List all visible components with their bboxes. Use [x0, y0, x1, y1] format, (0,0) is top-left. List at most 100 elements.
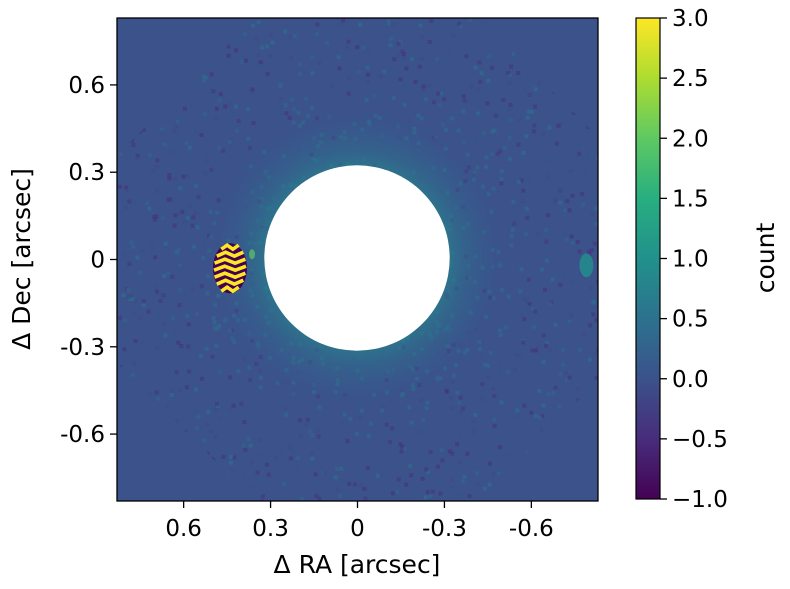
noise-pixel	[135, 255, 140, 260]
noise-pixel	[508, 389, 513, 394]
noise-pixel	[586, 249, 591, 254]
noise-pixel	[569, 313, 574, 318]
colorbar	[635, 17, 661, 500]
noise-pixel	[558, 371, 563, 376]
noise-pixel	[246, 437, 251, 441]
noise-pixel	[587, 357, 592, 362]
noise-pixel	[471, 419, 476, 424]
noise-pixel	[149, 239, 154, 244]
noise-pixel	[367, 48, 372, 53]
noise-pixel	[265, 462, 269, 467]
noise-pixel	[457, 22, 462, 26]
noise-pixel	[420, 476, 425, 481]
noise-pixel	[199, 427, 203, 432]
noise-pixel	[456, 491, 461, 496]
noise-pixel	[515, 408, 520, 413]
noise-pixel	[401, 52, 406, 57]
noise-pixel	[117, 315, 122, 320]
noise-pixel	[299, 496, 304, 501]
noise-pixel	[595, 222, 598, 227]
noise-pixel	[148, 392, 153, 397]
noise-pixel	[163, 333, 168, 338]
noise-pixel	[508, 103, 513, 107]
noise-pixel	[395, 489, 400, 494]
noise-pixel	[323, 470, 328, 475]
noise-pixel	[309, 55, 314, 60]
noise-pixel	[131, 200, 136, 205]
noise-pixel	[489, 65, 494, 70]
noise-pixel	[544, 159, 549, 164]
noise-pixel	[357, 22, 362, 27]
noise-pixel	[517, 118, 522, 123]
noise-pixel	[386, 19, 391, 23]
noise-pixel	[468, 18, 473, 22]
noise-pixel	[408, 463, 413, 468]
noise-pixel	[141, 302, 146, 307]
noise-pixel	[341, 18, 346, 23]
noise-pixel	[594, 318, 598, 323]
noise-pixel	[557, 404, 562, 409]
noise-pixel	[208, 429, 213, 434]
noise-pixel	[231, 467, 236, 472]
noise-pixel	[440, 458, 445, 463]
noise-pixel	[418, 23, 423, 28]
noise-pixel	[545, 341, 549, 346]
noise-pixel	[450, 70, 454, 75]
noise-pixel	[525, 115, 530, 120]
noise-pixel	[447, 50, 452, 55]
noise-pixel	[194, 387, 199, 392]
noise-pixel	[265, 44, 270, 49]
noise-pixel	[135, 156, 140, 161]
noise-pixel	[592, 241, 597, 246]
noise-pixel	[153, 255, 157, 260]
noise-pixel	[424, 467, 429, 472]
noise-pixel	[315, 22, 320, 27]
noise-pixel	[533, 413, 538, 418]
noise-pixel	[581, 202, 586, 207]
noise-pixel	[567, 375, 572, 380]
noise-pixel	[184, 385, 189, 390]
noise-pixel	[471, 433, 476, 438]
noise-pixel	[531, 129, 536, 134]
noise-pixel	[576, 142, 581, 147]
noise-pixel	[582, 170, 587, 175]
y-tick-label: -0.6	[60, 422, 105, 448]
companion-stripe	[216, 250, 245, 259]
noise-pixel	[428, 450, 433, 454]
noise-pixel	[202, 112, 207, 117]
noise-pixel	[575, 239, 580, 244]
noise-pixel	[218, 91, 223, 96]
noise-pixel	[138, 316, 143, 321]
noise-pixel	[582, 332, 587, 337]
noise-pixel	[565, 199, 570, 204]
noise-pixel	[457, 433, 462, 438]
noise-pixel	[438, 491, 443, 496]
noise-pixel	[388, 43, 393, 48]
noise-pixel	[205, 422, 210, 427]
noise-pixel	[118, 228, 123, 232]
noise-pixel	[152, 215, 156, 220]
noise-pixel	[529, 410, 534, 415]
noise-pixel	[147, 377, 152, 382]
noise-pixel	[487, 482, 492, 487]
noise-pixel	[567, 133, 572, 138]
noise-pixel	[215, 404, 220, 409]
noise-pixel	[137, 270, 142, 275]
noise-pixel	[547, 125, 552, 130]
noise-pixel	[420, 34, 424, 39]
noise-pixel	[486, 78, 491, 83]
colorbar-tick-label: 2.5	[672, 66, 709, 92]
noise-pixel	[537, 415, 542, 420]
noise-pixel	[506, 71, 511, 75]
noise-pixel	[568, 169, 573, 173]
secondary-feature	[579, 253, 594, 278]
noise-pixel	[420, 57, 425, 61]
noise-pixel	[153, 217, 158, 222]
noise-pixel	[365, 465, 370, 470]
colorbar-tick-label: 0.5	[672, 307, 709, 333]
noise-pixel	[569, 234, 574, 239]
noise-pixel	[400, 57, 405, 62]
noise-pixel	[131, 143, 136, 147]
noise-pixel	[196, 415, 201, 419]
x-tick-label: -0.6	[509, 516, 554, 542]
